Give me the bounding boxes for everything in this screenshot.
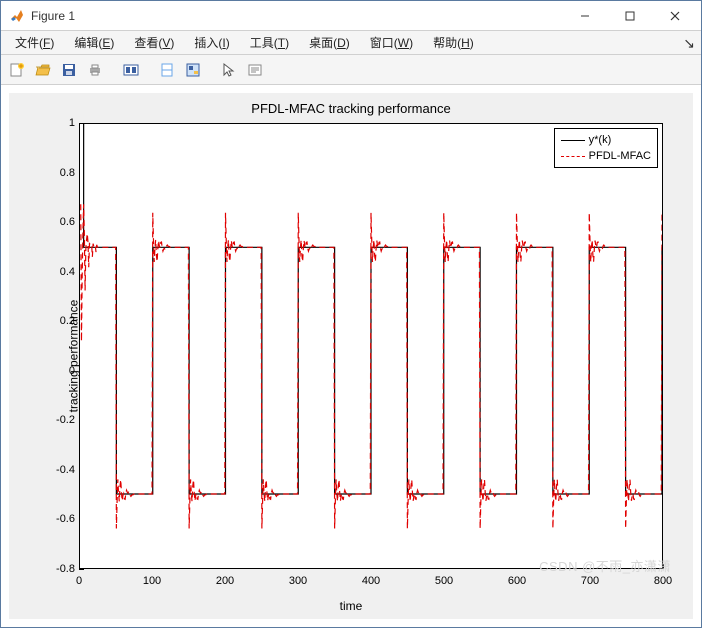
y-tick-label: -0.2	[41, 414, 75, 426]
y-tick-label: 1	[41, 117, 75, 129]
menu-v[interactable]: 查看(V)	[124, 32, 184, 53]
print-button[interactable]	[83, 58, 107, 82]
pan-button[interactable]	[155, 58, 179, 82]
legend-label: PFDL-MFAC	[589, 150, 651, 162]
save-button[interactable]	[57, 58, 81, 82]
x-tick-label: 700	[581, 575, 599, 587]
x-tick-label: 300	[289, 575, 307, 587]
menu-d[interactable]: 桌面(D)	[299, 32, 360, 53]
dock-arrow-icon[interactable]: ↘	[683, 35, 695, 52]
figure-panel: PFDL-MFAC tracking performance tracking …	[9, 93, 693, 619]
link-axes-button[interactable]	[119, 58, 143, 82]
titlebar: Figure 1	[1, 1, 701, 31]
legend-line-solid-icon	[561, 140, 585, 141]
plot-canvas	[80, 124, 662, 568]
menu-w[interactable]: 窗口(W)	[360, 32, 423, 53]
x-tick-label: 400	[362, 575, 380, 587]
chart-title: PFDL-MFAC tracking performance	[9, 101, 693, 116]
y-tick-label: -0.6	[41, 513, 75, 525]
new-figure-button[interactable]	[5, 58, 29, 82]
data-cursor-button[interactable]	[181, 58, 205, 82]
x-tick-label: 800	[654, 575, 672, 587]
menu-t[interactable]: 工具(T)	[240, 32, 299, 53]
close-button[interactable]	[652, 2, 697, 30]
y-tick-label: 0.4	[41, 266, 75, 278]
x-tick-label: 0	[76, 575, 82, 587]
legend-item-pfdl: PFDL-MFAC	[561, 148, 651, 164]
x-tick-label: 200	[216, 575, 234, 587]
y-tick-label: -0.8	[41, 563, 75, 575]
x-axis-label: time	[9, 599, 693, 613]
open-button[interactable]	[31, 58, 55, 82]
y-tick-label: 0.2	[41, 315, 75, 327]
y-tick-label: 0.8	[41, 167, 75, 179]
window-title: Figure 1	[31, 9, 75, 23]
maximize-button[interactable]	[607, 2, 652, 30]
menu-h[interactable]: 帮助(H)	[423, 32, 484, 53]
minimize-button[interactable]	[562, 2, 607, 30]
edit-plot-button[interactable]	[243, 58, 267, 82]
legend-line-dashed-icon	[561, 156, 585, 157]
y-tick-label: 0	[41, 365, 75, 377]
x-tick-label: 500	[435, 575, 453, 587]
menu-f[interactable]: 文件(F)	[5, 32, 64, 53]
y-tick-label: -0.4	[41, 464, 75, 476]
legend-item-ystar: y*(k)	[561, 132, 651, 148]
y-tick-label: 0.6	[41, 216, 75, 228]
matlab-icon	[9, 8, 25, 24]
x-tick-label: 600	[508, 575, 526, 587]
toolbar	[1, 55, 701, 85]
legend-label: y*(k)	[589, 134, 612, 146]
legend[interactable]: y*(k) PFDL-MFAC	[554, 128, 658, 168]
menu-i[interactable]: 插入(I)	[184, 32, 239, 53]
series-ystar	[84, 124, 662, 494]
menubar: 文件(F)编辑(E)查看(V)插入(I)工具(T)桌面(D)窗口(W)帮助(H)…	[1, 31, 701, 55]
menu-e[interactable]: 编辑(E)	[64, 32, 124, 53]
x-tick-label: 100	[143, 575, 161, 587]
pointer-button[interactable]	[217, 58, 241, 82]
axes[interactable]: y*(k) PFDL-MFAC	[79, 123, 663, 569]
